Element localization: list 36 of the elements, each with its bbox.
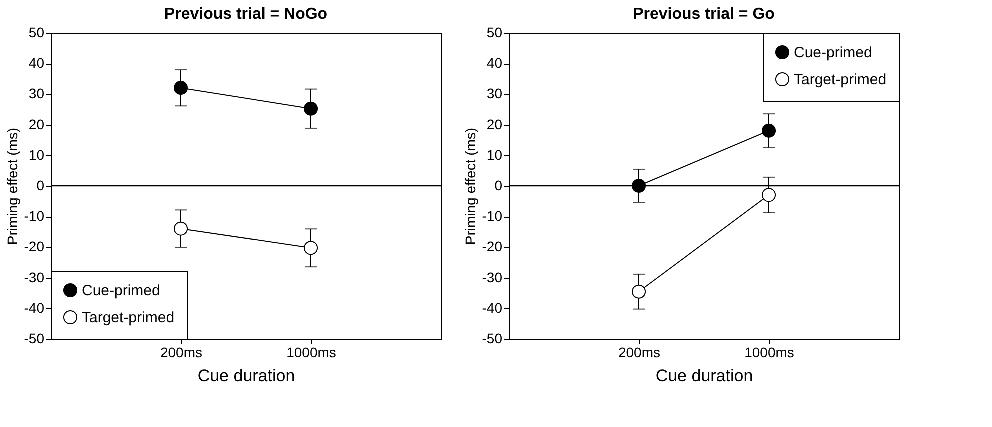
y-tick-label: 40	[28, 55, 45, 72]
y-tick-label: 10	[28, 146, 45, 163]
y-tick-label: -50	[482, 330, 503, 346]
y-tick-label: 0	[494, 178, 503, 194]
legend-label: Cue-primed	[794, 44, 872, 62]
x-tick-label: 1000ms	[744, 344, 794, 360]
x-tick-label: 200ms	[160, 344, 203, 360]
x-axis-title: Cue duration	[198, 366, 296, 386]
legend-label: Target-primed	[794, 72, 887, 88]
x-tick-label: 1000ms	[286, 344, 336, 360]
y-tick-label: 10	[486, 146, 503, 163]
y-axis-title: Priming effect (ms)	[4, 128, 20, 246]
y-tick-label: -40	[24, 300, 45, 316]
legend-label: Cue-primed	[82, 282, 160, 300]
y-tick-label: -20	[482, 238, 503, 255]
y-tick-label: 50	[486, 24, 503, 40]
y-tick-label: -10	[24, 208, 45, 224]
y-tick-label: 20	[486, 116, 503, 132]
y-tick-label: 50	[28, 24, 45, 40]
y-tick-label: 30	[28, 86, 45, 102]
y-tick-label: 0	[36, 178, 45, 194]
y-tick-label: 20	[28, 116, 45, 132]
y-tick-label: 30	[486, 86, 503, 102]
x-axis-title: Cue duration	[656, 366, 754, 386]
legend-label: Target-primed	[82, 310, 175, 326]
chart-title: Previous trial = Go	[633, 6, 776, 23]
y-tick-label: -20	[24, 238, 45, 255]
x-tick-label: 200ms	[618, 344, 661, 360]
y-tick-label: -10	[482, 208, 503, 224]
y-axis-title: Priming effect (ms)	[462, 128, 478, 246]
y-tick-label: -40	[482, 300, 503, 316]
y-tick-label: 40	[486, 55, 503, 72]
y-tick-label: -30	[482, 269, 503, 286]
y-tick-label: -50	[24, 330, 45, 346]
chart-title: Previous trial = NoGo	[164, 6, 328, 23]
y-tick-label: -30	[24, 269, 45, 286]
